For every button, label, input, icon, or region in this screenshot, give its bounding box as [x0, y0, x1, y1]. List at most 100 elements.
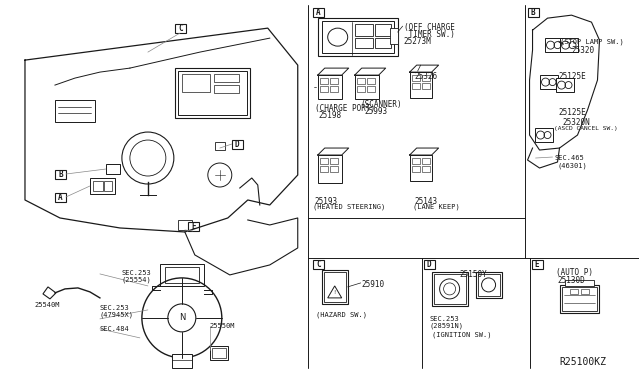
- Bar: [410, 72, 431, 98]
- Bar: [317, 75, 342, 99]
- Text: 25125E: 25125E: [559, 108, 586, 117]
- Text: 25198: 25198: [319, 111, 342, 120]
- Text: SEC.253: SEC.253: [100, 305, 130, 311]
- Bar: [322, 21, 394, 53]
- Bar: [355, 38, 372, 48]
- Bar: [559, 38, 577, 52]
- Bar: [540, 75, 557, 89]
- Bar: [90, 178, 115, 194]
- Bar: [313, 260, 324, 269]
- Bar: [412, 75, 420, 81]
- Bar: [477, 274, 500, 296]
- Bar: [175, 68, 250, 118]
- Bar: [390, 28, 397, 44]
- Bar: [564, 280, 595, 286]
- Text: (SCANNER): (SCANNER): [361, 100, 403, 109]
- Text: 25910: 25910: [362, 280, 385, 289]
- Text: 25320: 25320: [572, 46, 595, 55]
- Text: (HAZARD SW.): (HAZARD SW.): [316, 312, 367, 318]
- Bar: [320, 158, 328, 164]
- Bar: [431, 272, 468, 306]
- Text: SEC.253: SEC.253: [122, 270, 152, 276]
- Bar: [355, 75, 379, 99]
- Bar: [55, 170, 66, 179]
- Text: (CHARGE PORT): (CHARGE PORT): [315, 104, 375, 113]
- Bar: [330, 86, 338, 92]
- Bar: [424, 260, 435, 269]
- Bar: [93, 181, 103, 191]
- Bar: [356, 78, 365, 84]
- Bar: [178, 71, 247, 115]
- Text: (HEATED STEERING): (HEATED STEERING): [313, 204, 385, 211]
- Bar: [182, 74, 210, 92]
- Text: (ASCD CANCEL SW.): (ASCD CANCEL SW.): [554, 126, 617, 131]
- Bar: [317, 155, 342, 183]
- Text: 25125E: 25125E: [559, 72, 586, 81]
- Text: N: N: [179, 313, 185, 323]
- Bar: [410, 155, 431, 181]
- Text: (25554): (25554): [122, 277, 152, 283]
- Bar: [422, 158, 429, 164]
- Bar: [527, 8, 538, 17]
- Text: (46301): (46301): [557, 162, 588, 169]
- Text: 25193: 25193: [315, 197, 338, 206]
- Text: 25320N: 25320N: [563, 118, 590, 127]
- Bar: [214, 74, 239, 82]
- Text: (AUTO P): (AUTO P): [556, 268, 593, 277]
- Bar: [104, 181, 112, 191]
- Bar: [106, 164, 120, 174]
- Text: 25150Y: 25150Y: [460, 270, 487, 279]
- Bar: [232, 140, 243, 149]
- Text: (IGNITION SW.): (IGNITION SW.): [431, 332, 491, 339]
- Text: B: B: [58, 170, 63, 179]
- Bar: [374, 38, 390, 48]
- Bar: [178, 220, 192, 230]
- Bar: [215, 142, 225, 150]
- Bar: [422, 75, 429, 81]
- Text: C: C: [316, 260, 321, 269]
- Text: 25550M: 25550M: [210, 323, 236, 329]
- Bar: [330, 78, 338, 84]
- Bar: [210, 346, 228, 360]
- Bar: [367, 78, 374, 84]
- Text: 25273M: 25273M: [404, 37, 431, 46]
- Text: 25993: 25993: [365, 107, 388, 116]
- Bar: [534, 128, 552, 142]
- Text: B: B: [531, 8, 535, 17]
- Bar: [55, 100, 95, 122]
- Bar: [412, 83, 420, 89]
- Bar: [160, 264, 204, 286]
- Text: D: D: [235, 140, 239, 149]
- Text: SEC.465: SEC.465: [554, 155, 584, 161]
- Bar: [330, 158, 338, 164]
- Bar: [434, 274, 465, 304]
- Text: (STOP LAMP SW.): (STOP LAMP SW.): [559, 38, 623, 45]
- Bar: [412, 166, 420, 172]
- Bar: [561, 287, 598, 311]
- Text: (OFF CHARGE: (OFF CHARGE: [404, 23, 454, 32]
- Bar: [422, 166, 429, 172]
- Bar: [476, 272, 502, 298]
- Text: (28591N): (28591N): [429, 323, 463, 329]
- Bar: [422, 83, 429, 89]
- Text: 25130D: 25130D: [557, 276, 585, 285]
- Text: !: !: [333, 291, 336, 295]
- Text: A: A: [316, 8, 321, 17]
- Bar: [313, 8, 324, 17]
- Bar: [532, 260, 543, 269]
- Bar: [55, 193, 66, 202]
- Text: 25540M: 25540M: [35, 302, 60, 308]
- Text: 25326: 25326: [415, 72, 438, 81]
- Bar: [324, 272, 346, 302]
- Text: SEC.484: SEC.484: [100, 326, 130, 332]
- Text: (LANE KEEP): (LANE KEEP): [413, 204, 460, 211]
- Text: D: D: [427, 260, 431, 269]
- Bar: [582, 289, 589, 294]
- Bar: [545, 38, 563, 52]
- Bar: [367, 86, 374, 92]
- Bar: [172, 354, 192, 368]
- Text: R25100KZ: R25100KZ: [559, 357, 607, 367]
- Text: E: E: [535, 260, 540, 269]
- Bar: [355, 24, 372, 36]
- Bar: [165, 267, 199, 283]
